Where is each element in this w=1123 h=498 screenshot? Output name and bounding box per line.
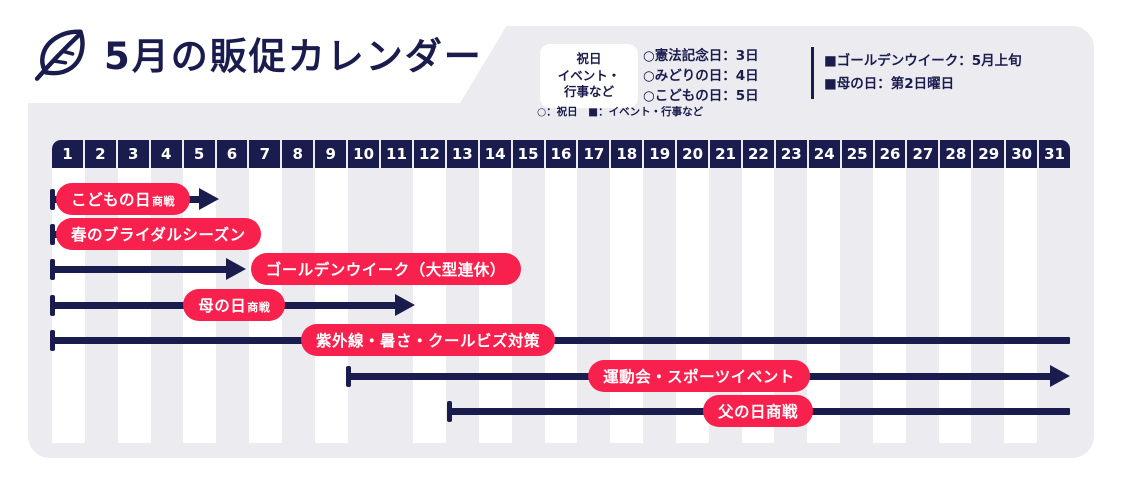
campaign-bar-start-tick [345, 365, 351, 387]
campaign-label: ゴールデンウイーク（大型連休） [265, 261, 506, 279]
campaign-label: 紫外線・暑さ・クールビズ対策 [315, 332, 541, 350]
day-header-row: 1 2 3 4 5 6 7 8 9 10 11 12 13 14 15 16 17 18 19 20 21 22 23 24 2… [52, 140, 1070, 168]
day-header-cell: 8 [282, 140, 314, 168]
day-column-stripe [610, 168, 644, 443]
campaign-label: 春のブライダルシーズン [71, 226, 246, 244]
day-header-cell: 18 [611, 140, 643, 168]
day-column-stripe [807, 168, 841, 443]
day-header-cell: 31 [1039, 140, 1070, 168]
legend-divider [811, 47, 814, 99]
day-header-cell: 30 [1006, 140, 1038, 168]
day-header-cell: 10 [348, 140, 380, 168]
page-title: 5月の販促カレンダー [104, 35, 483, 78]
campaign-label-pill: 父の日商戦 [703, 395, 814, 427]
day-column-stripe [478, 168, 512, 443]
campaign-bar-line [52, 265, 234, 273]
day-header-cell: 19 [644, 140, 676, 168]
legend-note: ○：祝日 ■：イベント・行事など [537, 106, 704, 118]
day-header-cell: 26 [874, 140, 906, 168]
event-legend-list: ■ゴールデンウイーク：5月上旬 ■母の日：第2日曜日 [824, 50, 1022, 96]
day-header-cell: 21 [710, 140, 741, 168]
event-legend-item: ■母の日：第2日曜日 [824, 76, 955, 92]
day-header-cell: 25 [841, 140, 873, 168]
day-header-cell: 12 [413, 140, 445, 168]
day-header-cell: 2 [84, 140, 116, 168]
campaign-bar-start-tick [50, 188, 55, 210]
day-header-cell: 7 [249, 140, 281, 168]
day-header-cell: 6 [216, 140, 248, 168]
day-column-stripe [413, 168, 447, 443]
campaign-label-pill: 運動会・スポーツイベント [588, 360, 810, 392]
arrow-right-icon [394, 294, 415, 316]
campaign-label-pill: こどもの日 商戦 [56, 183, 191, 215]
holiday-legend-list: ○憲法記念日：3日 ○みどりの日：4日 ○こどもの日：5日 [643, 46, 759, 106]
day-header-cell: 29 [973, 140, 1005, 168]
campaign-bar-start-tick [50, 294, 55, 316]
arrow-right-icon [199, 188, 220, 210]
campaign-label: 運動会・スポーツイベント [603, 368, 795, 386]
legend-category-label: 祝日 イベント・ 行事など [557, 50, 621, 100]
day-column-stripe [544, 168, 578, 443]
day-header-cell: 17 [578, 140, 610, 168]
campaign-bar-start-tick [50, 258, 55, 280]
day-header-cell: 9 [315, 140, 347, 168]
holiday-legend-item: ○みどりの日：4日 [643, 68, 759, 84]
day-header-cell: 13 [446, 140, 478, 168]
campaign-label: 母の日 [198, 297, 247, 315]
campaign-bar-start-tick [447, 400, 453, 422]
campaign-label-pill: 紫外線・暑さ・クールビズ対策 [300, 324, 556, 356]
title-plate [0, 0, 522, 103]
day-header-cell: 23 [775, 140, 807, 168]
day-header-cell: 16 [545, 140, 577, 168]
title-block: 5月の販促カレンダー [30, 22, 483, 84]
day-header-cell: 11 [381, 140, 412, 168]
arrow-right-icon [225, 258, 246, 280]
day-header-cell: 4 [150, 140, 182, 168]
day-column-stripe [1004, 168, 1038, 443]
event-legend-item: ■ゴールデンウイーク：5月上旬 [824, 53, 1022, 69]
day-header-cell: 27 [907, 140, 939, 168]
day-header-cell: 24 [808, 140, 840, 168]
campaign-label-pill: 春のブライダルシーズン [56, 218, 261, 250]
day-header-cell: 14 [479, 140, 511, 168]
campaign-label-pill: ゴールデンウイーク（大型連休） [250, 253, 521, 285]
holiday-legend-item: ○憲法記念日：3日 [643, 48, 759, 64]
day-column-stripe [938, 168, 972, 443]
campaign-label-suffix: 商戦 [247, 301, 271, 314]
campaign-bar-start-tick [50, 223, 55, 245]
day-header-cell: 20 [677, 140, 709, 168]
day-column-stripe [872, 168, 906, 443]
day-header-cell: 1 [52, 140, 83, 168]
legend-category-box: 祝日 イベント・ 行事など [540, 44, 638, 108]
day-header-cell: 22 [742, 140, 774, 168]
campaign-label-suffix: 商戦 [152, 195, 176, 208]
campaign-bar-line [52, 336, 1070, 344]
day-header-cell: 5 [183, 140, 215, 168]
day-header-cell: 28 [940, 140, 972, 168]
arrow-right-icon [1050, 365, 1070, 387]
campaign-label-pill: 母の日 商戦 [183, 289, 286, 321]
day-header-cell: 15 [512, 140, 544, 168]
campaign-bar-start-tick [50, 329, 55, 351]
day-column-stripe [675, 168, 709, 443]
holiday-legend-item: ○こどもの日：5日 [643, 88, 759, 104]
day-header-cell: 3 [117, 140, 149, 168]
campaign-label: こどもの日 [71, 191, 152, 209]
leaf-icon [34, 29, 85, 81]
campaign-label: 父の日商戦 [718, 403, 799, 421]
